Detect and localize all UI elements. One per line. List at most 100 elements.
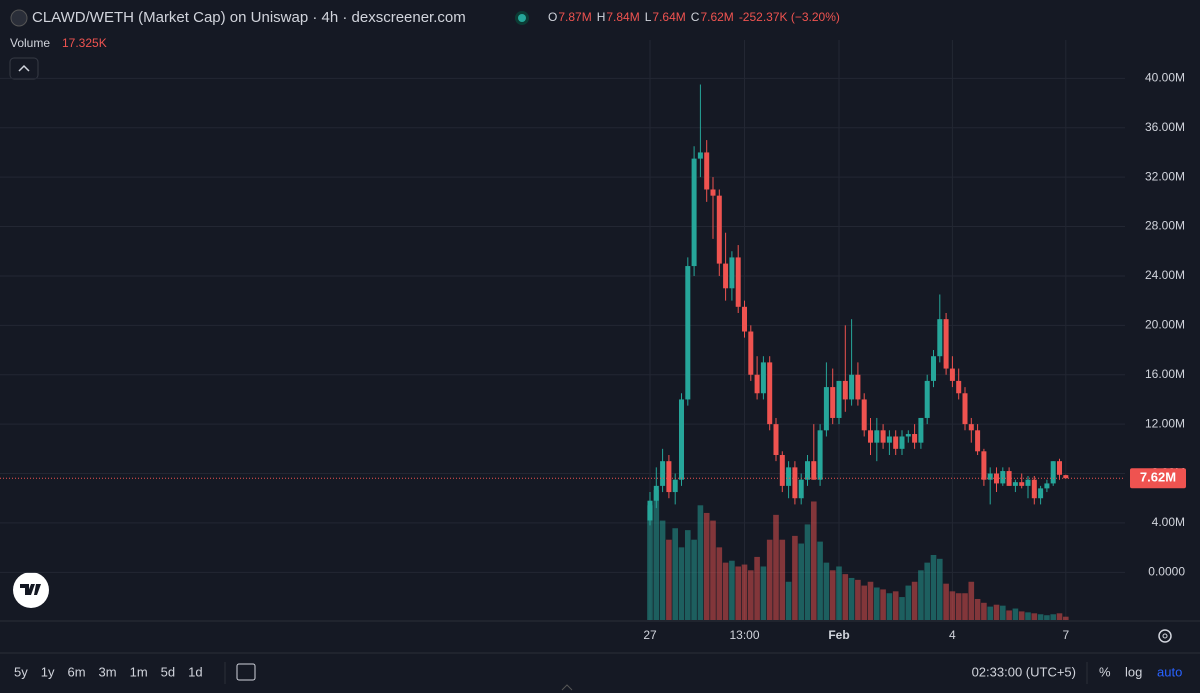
ohlc-value: 7.64M bbox=[652, 10, 685, 24]
y-tick-label: 4.00M bbox=[1152, 515, 1185, 529]
candle-body bbox=[704, 152, 710, 190]
chart-title: CLAWD/WETH (Market Cap) on Uniswap · 4h … bbox=[32, 9, 466, 26]
auto-toggle[interactable]: auto bbox=[1157, 664, 1182, 679]
candle-body bbox=[805, 461, 810, 480]
candle-body bbox=[924, 380, 930, 418]
x-tick-label: 7 bbox=[1062, 628, 1069, 642]
volume-bar bbox=[741, 564, 748, 620]
x-tick-label: 13:00 bbox=[729, 628, 759, 642]
symbol-icon bbox=[10, 9, 28, 27]
log-toggle[interactable]: log bbox=[1125, 664, 1142, 679]
volume-bar bbox=[880, 589, 886, 620]
volume-bar bbox=[981, 602, 987, 620]
candle-body bbox=[868, 430, 873, 443]
candle-body bbox=[987, 473, 993, 480]
volume-bar bbox=[685, 530, 691, 620]
volume-bar bbox=[886, 593, 893, 620]
candle-body bbox=[811, 461, 817, 480]
candle-body bbox=[861, 399, 867, 431]
last-price-label: 7.62M bbox=[1140, 470, 1176, 485]
volume-bar bbox=[748, 570, 754, 620]
range-button[interactable]: 1y bbox=[41, 664, 55, 679]
volume-bar bbox=[861, 585, 867, 620]
candle-body bbox=[949, 368, 955, 381]
candle-body bbox=[691, 158, 697, 267]
percent-toggle[interactable]: % bbox=[1099, 664, 1111, 679]
candle-body bbox=[767, 362, 773, 425]
candle-body bbox=[697, 152, 703, 159]
range-button[interactable]: 6m bbox=[67, 664, 85, 679]
timezone[interactable]: 02:33:00 (UTC+5) bbox=[972, 664, 1076, 679]
candle-body bbox=[653, 485, 659, 501]
candle-body bbox=[1012, 482, 1018, 486]
candle-body bbox=[836, 380, 842, 418]
candle-body bbox=[735, 257, 741, 307]
ohlc-key: O bbox=[548, 10, 557, 24]
candle-body bbox=[716, 195, 722, 264]
expand-arrow bbox=[561, 684, 573, 691]
volume-bar bbox=[848, 577, 855, 620]
volume-bar bbox=[710, 520, 716, 620]
volume-bar bbox=[974, 598, 981, 620]
collapse-icon bbox=[18, 64, 30, 72]
volume-bar bbox=[798, 543, 804, 620]
candle-body bbox=[710, 189, 716, 196]
y-tick-label: 12.00M bbox=[1145, 416, 1185, 430]
volume-bar bbox=[968, 581, 975, 620]
ohlc-change: -252.37K (−3.20%) bbox=[739, 10, 840, 24]
settings-icon[interactable] bbox=[1158, 629, 1172, 643]
volume-bar bbox=[987, 606, 993, 620]
y-tick-label: 40.00M bbox=[1145, 71, 1185, 85]
volume-bar bbox=[867, 581, 874, 620]
range-button[interactable]: 5d bbox=[161, 664, 175, 679]
candle-body bbox=[672, 479, 678, 493]
candle-body bbox=[1038, 488, 1044, 499]
candle-body bbox=[1044, 483, 1050, 489]
volume-bar bbox=[823, 562, 830, 620]
volume-bar bbox=[1056, 613, 1063, 620]
volume-bar bbox=[943, 583, 949, 620]
candle-body bbox=[1025, 479, 1031, 486]
candle-body bbox=[1006, 471, 1012, 486]
volume-bar bbox=[779, 539, 786, 620]
tv-logo-mark bbox=[20, 584, 41, 595]
y-tick-label: 0.0000 bbox=[1148, 565, 1185, 579]
candle-body bbox=[968, 424, 974, 431]
volume-bar bbox=[993, 604, 1000, 620]
volume-bar bbox=[804, 524, 811, 620]
volume-bar bbox=[785, 581, 792, 620]
volume-bar bbox=[924, 562, 930, 620]
volume-bar bbox=[874, 587, 880, 620]
x-tick-label: Feb bbox=[828, 628, 849, 642]
candle-body bbox=[1019, 482, 1025, 486]
candle-body bbox=[773, 424, 779, 456]
volume-bar bbox=[930, 555, 937, 620]
volume-bar bbox=[955, 593, 962, 620]
candle-body bbox=[647, 500, 653, 521]
candle-body bbox=[931, 356, 936, 381]
volume-bar bbox=[918, 570, 924, 620]
range-button[interactable]: 1m bbox=[130, 664, 148, 679]
ohlc-key: C bbox=[691, 10, 700, 24]
range-button[interactable]: 1d bbox=[188, 664, 202, 679]
volume-bar bbox=[949, 591, 956, 620]
y-tick-label: 16.00M bbox=[1145, 367, 1185, 381]
candle-body bbox=[956, 380, 962, 394]
candle-body bbox=[1063, 475, 1069, 479]
ohlc-value: 7.62M bbox=[700, 10, 733, 24]
date-range-icon[interactable] bbox=[236, 663, 256, 681]
candle-body bbox=[886, 436, 892, 443]
volume-bar bbox=[729, 560, 735, 620]
range-button[interactable]: 3m bbox=[99, 664, 117, 679]
candle-body bbox=[779, 455, 785, 486]
candle-body bbox=[792, 467, 798, 499]
volume-bar bbox=[842, 574, 849, 620]
candle-body bbox=[943, 319, 949, 369]
candle-body bbox=[1031, 479, 1037, 499]
ohlc-key: L bbox=[645, 10, 652, 24]
collapse-button[interactable] bbox=[9, 57, 39, 80]
range-button[interactable]: 5y bbox=[14, 664, 28, 679]
x-tick-label: 27 bbox=[643, 628, 657, 642]
volume-bar bbox=[792, 535, 798, 620]
